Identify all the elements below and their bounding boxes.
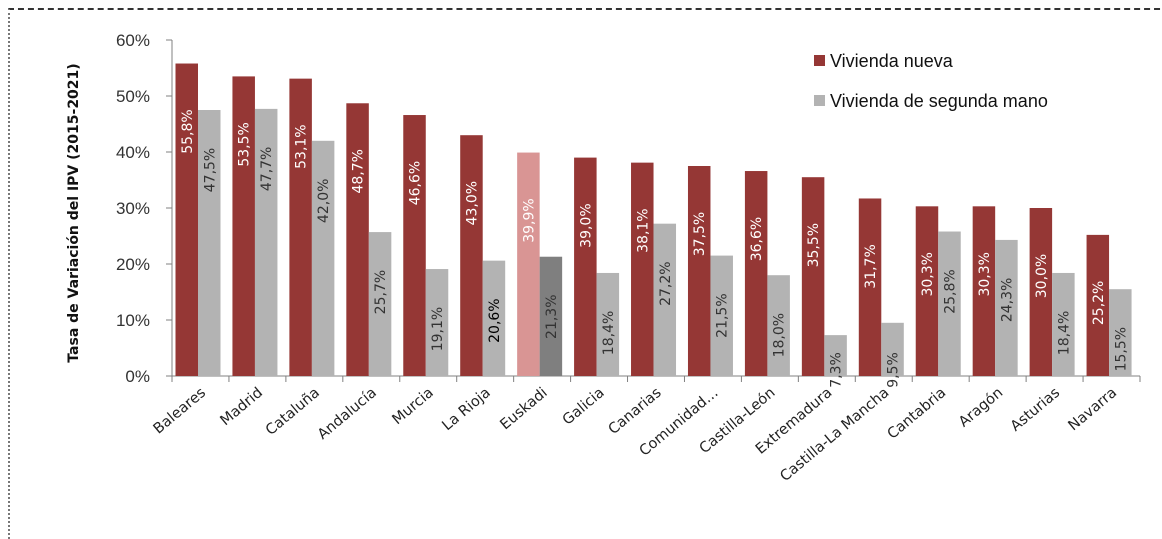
bar-vivienda-segunda-mano [881, 322, 904, 376]
x-category-label: Baleares [151, 385, 209, 438]
data-label-segunda-mano: 24,3% [999, 278, 1015, 322]
x-category-label: Madrid [218, 385, 266, 429]
bar-vivienda-nueva [687, 166, 711, 376]
bar-vivienda-nueva [631, 162, 654, 376]
data-label-segunda-mano: 21,5% [715, 293, 731, 337]
chart-frame [8, 8, 1162, 539]
y-tick-label: 60% [116, 31, 150, 50]
x-category-label: La Rioja [439, 385, 493, 434]
y-axis-label: Tasa de Variación del IPV (2015-2021) [66, 63, 82, 362]
bar-vivienda-nueva [915, 206, 939, 376]
bar-vivienda-segunda-mano [254, 108, 278, 376]
bar-vivienda-nueva [574, 157, 597, 376]
data-label-nueva: 30,3% [920, 252, 936, 296]
data-label-segunda-mano: 9,5% [886, 352, 902, 388]
data-label-nueva: 48,7% [351, 149, 367, 193]
x-category-label: Castilla-La Mancha [777, 385, 892, 485]
data-label-segunda-mano: 21,3% [544, 294, 560, 338]
bar-vivienda-nueva [801, 177, 825, 376]
bar-vivienda-nueva [1086, 234, 1110, 376]
data-label-nueva: 39,9% [521, 198, 537, 242]
legend-label: Vivienda de segunda mano [830, 91, 1048, 111]
x-category-label: Navarra [1066, 385, 1121, 434]
y-tick-label: 50% [116, 87, 150, 106]
legend-label: Vivienda nueva [830, 51, 954, 71]
data-label-nueva: 38,1% [635, 208, 651, 252]
data-label-segunda-mano: 18,0% [772, 313, 788, 357]
data-label-segunda-mano: 47,5% [202, 148, 218, 192]
x-category-label: Euskadi [497, 385, 550, 433]
data-label-segunda-mano: 15,5% [1113, 327, 1129, 371]
bar-vivienda-segunda-mano [710, 255, 733, 376]
bar-vivienda-segunda-mano [995, 239, 1018, 376]
bar-vivienda-nueva [403, 115, 426, 376]
bar-vivienda-segunda-mano [425, 269, 449, 376]
bar-vivienda-segunda-mano [311, 140, 335, 376]
data-label-nueva: 37,5% [692, 212, 708, 256]
bar-vivienda-segunda-mano [767, 275, 790, 376]
data-label-segunda-mano: 20,6% [487, 298, 503, 342]
data-label-nueva: 36,6% [749, 217, 765, 261]
bar-vivienda-nueva [972, 206, 996, 376]
x-category-label: Murcia [390, 385, 437, 428]
data-label-nueva: 53,5% [237, 122, 253, 166]
data-label-nueva: 55,8% [180, 109, 196, 153]
bar-vivienda-segunda-mano [539, 256, 563, 376]
data-label-nueva: 30,0% [1034, 254, 1050, 298]
data-label-nueva: 35,5% [806, 223, 822, 267]
x-category-label: Andalucía [315, 385, 380, 443]
y-tick-label: 0% [125, 367, 150, 386]
bar-vivienda-nueva [460, 135, 483, 376]
data-label-segunda-mano: 25,8% [942, 269, 958, 313]
bar-vivienda-segunda-mano [368, 232, 392, 376]
bar-vivienda-segunda-mano [596, 272, 620, 376]
data-label-nueva: 25,2% [1091, 281, 1107, 325]
data-label-nueva: 30,3% [977, 252, 993, 296]
x-category-label: Cantabria [885, 385, 950, 443]
data-label-segunda-mano: 7,3% [829, 352, 845, 388]
data-label-segunda-mano: 18,4% [601, 311, 617, 355]
bar-vivienda-segunda-mano [653, 223, 677, 376]
bar-vivienda-segunda-mano [1109, 289, 1132, 376]
x-category-label: Aragón [956, 385, 1006, 431]
bar-vivienda-nueva [289, 78, 312, 376]
bar-vivienda-nueva [175, 63, 198, 377]
y-tick-label: 10% [116, 311, 150, 330]
bar-vivienda-nueva [517, 152, 540, 376]
data-label-segunda-mano: 47,7% [259, 147, 275, 191]
bar-vivienda-nueva [232, 76, 255, 377]
data-label-nueva: 39,0% [578, 203, 594, 247]
y-tick-label: 40% [116, 143, 150, 162]
x-category-label: Galicia [560, 385, 608, 429]
data-label-segunda-mano: 18,4% [1056, 311, 1072, 355]
data-label-segunda-mano: 27,2% [658, 261, 674, 305]
data-label-segunda-mano: 42,0% [316, 179, 332, 223]
data-label-nueva: 31,7% [863, 244, 879, 288]
data-label-nueva: 46,6% [408, 161, 424, 205]
bar-vivienda-segunda-mano [938, 231, 961, 376]
legend-swatch [814, 95, 825, 106]
y-tick-label: 30% [116, 199, 150, 218]
bar-vivienda-nueva [346, 103, 369, 376]
bar-vivienda-segunda-mano [198, 110, 221, 376]
y-tick-label: 20% [116, 255, 150, 274]
bar-vivienda-segunda-mano [482, 260, 506, 376]
x-category-label: Asturias [1008, 385, 1063, 435]
bar-vivienda-segunda-mano [1052, 272, 1075, 376]
legend-swatch [814, 55, 825, 66]
bar-vivienda-nueva [1029, 208, 1053, 376]
x-category-label: Canarias [606, 385, 665, 438]
data-label-nueva: 43,0% [464, 181, 480, 225]
bar-vivienda-nueva [744, 171, 768, 376]
data-label-segunda-mano: 19,1% [430, 307, 446, 351]
data-label-nueva: 53,1% [294, 124, 310, 168]
bar-vivienda-nueva [858, 198, 882, 376]
bar-vivienda-segunda-mano [824, 335, 847, 376]
data-label-segunda-mano: 25,7% [373, 270, 389, 314]
